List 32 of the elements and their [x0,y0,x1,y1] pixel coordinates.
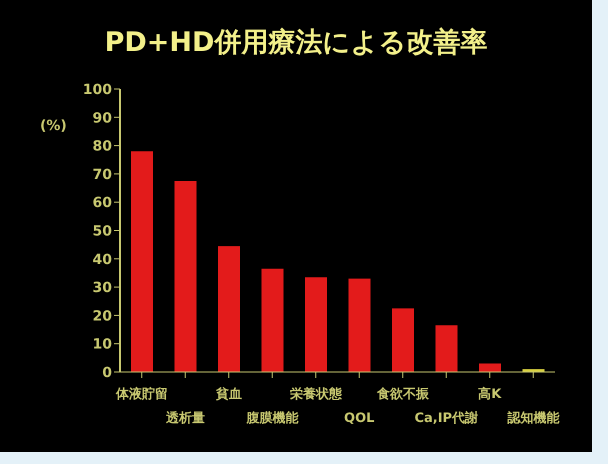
bar [436,325,458,372]
x-tick-label: QOL [344,411,374,426]
x-tick-label: Ca,IP代謝 [414,410,478,426]
x-tick-label: 高K [478,386,502,402]
y-tick-label: 70 [92,166,112,183]
x-tick-label: 認知機能 [506,410,560,426]
bar [262,268,284,372]
y-tick-label: 60 [92,195,112,212]
bar [305,277,327,372]
y-tick-label: 80 [92,138,112,155]
y-tick-label: 90 [92,110,112,126]
y-tick-label: 40 [92,252,112,268]
bar [174,180,196,372]
bar [131,151,153,372]
chart-title: PD+HD併用療法による改善率 [104,26,488,60]
y-tick-label: 50 [92,223,112,240]
bar [218,246,240,372]
x-tick-label: 透析量 [164,410,205,426]
y-tick-label: 10 [92,336,112,353]
y-tick-label: 30 [92,280,112,296]
x-tick-label: 貧血 [214,386,242,402]
x-tick-label: 栄養状態 [290,386,343,402]
x-tick-label: 体液貯留 [114,386,168,402]
bar [348,278,370,372]
x-tick-label: 腹膜機能 [245,410,300,426]
x-tick-label: 食欲不振 [376,387,430,402]
y-tick-label: 0 [102,364,112,381]
y-axis-title: (%) [40,118,67,134]
y-tick-label: 100 [82,82,112,98]
bar [479,364,501,372]
y-tick-label: 20 [92,308,112,324]
bar [392,308,414,372]
